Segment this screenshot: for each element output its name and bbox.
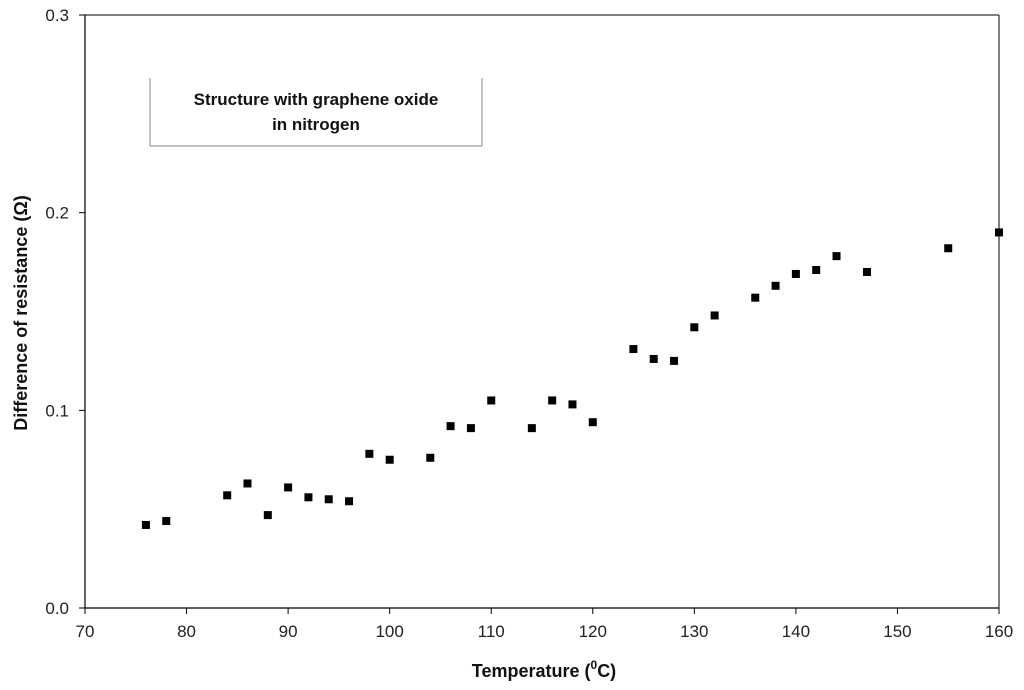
x-ticks: 70 80 90 100 110 120 130 140 150 160	[76, 608, 1013, 641]
data-point	[670, 356, 679, 365]
data-point	[426, 453, 435, 462]
data-point	[832, 252, 841, 261]
data-point	[944, 244, 953, 253]
data-point	[365, 449, 374, 458]
data-points	[141, 228, 1003, 529]
x-axis-title-main: Temperature (	[472, 661, 591, 681]
x-tick-label: 70	[76, 622, 95, 641]
data-point	[324, 495, 333, 504]
data-point	[548, 396, 557, 405]
annotation-line-1: Structure with graphene oxide	[194, 90, 439, 109]
y-tick-label: 0.2	[45, 204, 69, 223]
data-point	[263, 511, 272, 520]
data-point	[345, 497, 354, 506]
data-point	[791, 269, 800, 278]
data-point	[710, 311, 719, 320]
y-tick-label: 0.1	[45, 401, 69, 420]
x-tick-label: 160	[985, 622, 1013, 641]
x-axis-title-tail: C)	[597, 661, 616, 681]
data-point	[751, 293, 760, 302]
data-point	[588, 418, 597, 427]
data-point	[284, 483, 293, 492]
x-tick-label: 150	[883, 622, 911, 641]
y-tick-label: 0.0	[45, 599, 69, 618]
x-axis-title: Temperature (0C)	[472, 658, 616, 681]
x-axis-title-superscript: 0	[591, 658, 598, 672]
y-tick-label: 0.3	[45, 6, 69, 25]
data-point	[771, 281, 780, 290]
data-point	[568, 400, 577, 409]
data-point	[995, 228, 1003, 237]
x-tick-label: 110	[478, 622, 505, 641]
x-tick-label: 140	[782, 622, 810, 641]
x-tick-label: 130	[680, 622, 708, 641]
x-tick-label: 90	[279, 622, 298, 641]
x-tick-label: 80	[177, 622, 196, 641]
data-point	[487, 396, 496, 405]
annotation-line-2: in nitrogen	[272, 115, 360, 134]
data-point	[446, 422, 455, 431]
x-tick-label: 100	[375, 622, 403, 641]
data-point	[141, 520, 150, 529]
data-point	[466, 424, 475, 433]
data-point	[385, 455, 394, 464]
data-point	[812, 265, 821, 274]
annotation-box: Structure with graphene oxide in nitroge…	[149, 78, 483, 147]
data-point	[649, 354, 658, 363]
data-point	[629, 345, 638, 354]
data-point	[162, 517, 171, 526]
axes	[84, 14, 1000, 609]
data-point	[243, 479, 252, 488]
data-point	[304, 493, 313, 502]
y-ticks: 0.0 0.1 0.2 0.3	[45, 6, 85, 618]
data-point	[527, 424, 536, 433]
data-point	[223, 491, 232, 500]
y-axis-title: Difference of resistance (Ω)	[11, 195, 31, 431]
data-point	[690, 323, 699, 332]
x-tick-label: 120	[579, 622, 607, 641]
data-point	[862, 267, 871, 276]
